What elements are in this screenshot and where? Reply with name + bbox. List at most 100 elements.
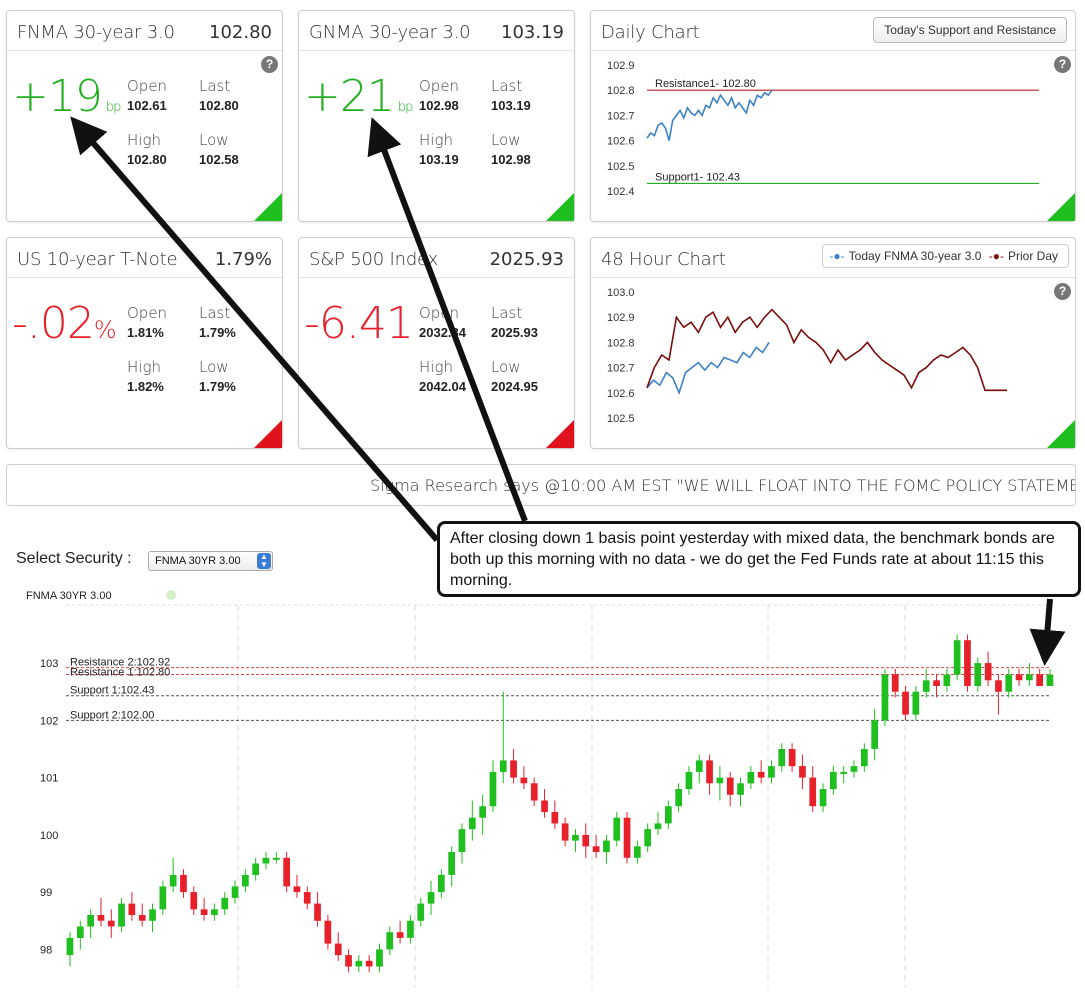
card-title: GNMA 30-year 3.0 [309,22,471,43]
candle-body [623,817,631,858]
change-value: +21 bp [304,71,413,122]
change-value: -.02% [12,298,117,349]
security-select[interactable]: FNMA 30YR 3.00 ▲ ▼ [148,551,273,571]
support-resistance-button[interactable]: Today's Support and Resistance [873,17,1067,43]
candle-body [458,829,466,852]
help-icon[interactable]: ? [1054,56,1071,73]
candle-body [128,903,136,916]
candle-body [97,915,105,921]
card-value: 103.19 [501,22,564,43]
live-dot-icon [166,590,176,600]
candle-body [530,783,538,801]
card-header: US 10-year T-Note 1.79% [7,238,282,278]
last-value: 103.19 [491,98,531,113]
candle-body [964,640,971,686]
series-line [646,341,770,396]
candle-body [77,926,84,938]
trend-up-indicator [1047,193,1075,221]
candle-body [386,932,394,950]
candle-body [551,812,559,824]
candle-body [716,777,724,784]
security-select-value: FNMA 30YR 3.00 [155,555,241,567]
open-label: Open [419,304,460,322]
candle-body [644,829,651,847]
card-title: FNMA 30-year 3.0 [17,22,175,43]
series-line [646,308,1007,392]
y-tick-label: 98 [40,944,52,956]
card-fnma[interactable]: FNMA 30-year 3.0 102.80 ? +19 bp Open 102… [6,10,283,222]
candle-body [334,943,342,956]
trend-up-indicator [1047,420,1075,448]
open-value: 102.98 [419,98,459,113]
card-gnma[interactable]: GNMA 30-year 3.0 103.19 +21 bp Open 102.9… [298,10,575,222]
high-label: High [419,131,453,149]
candle-body [149,909,156,921]
candle-body [665,806,672,824]
candle-body [242,874,249,887]
low-label: Low [199,131,229,149]
support-1-line-label: Support 1:102.43 [70,685,154,697]
candle-body [221,897,229,910]
candle-body [107,920,115,927]
help-icon[interactable]: ? [1054,283,1071,300]
panel-header: 48 Hour Chart -●- Today FNMA 30-year 3.0 … [591,238,1075,278]
candle-body [984,663,992,681]
candle-body [726,777,734,795]
open-label: Open [127,304,168,322]
help-icon[interactable]: ? [261,56,278,73]
candle-body [541,800,548,812]
series-label: FNMA 30YR 3.00 [26,590,112,602]
high-label: High [127,358,161,376]
y-tick-label: 101 [40,773,58,785]
low-label: Low [199,358,229,376]
chart-legend: -●- Today FNMA 30-year 3.0 -●- Prior Day [822,244,1069,268]
y-tick-label: 102.9 [607,312,635,324]
candle-body [169,874,177,887]
y-tick-label: 102.4 [607,186,635,198]
card-sp500[interactable]: S&P 500 Index 2025.93 -6.41 Open 2032.84… [298,237,575,449]
candle-body [592,846,600,852]
candle-body [654,823,662,830]
card-header: S&P 500 Index 2025.93 [299,238,574,278]
last-label: Last [199,77,231,95]
candle-body [252,863,259,875]
candle-body [706,760,713,784]
candle-body [861,749,868,767]
y-tick-label: 99 [40,887,52,899]
y-tick-label: 102.9 [607,60,635,72]
card-title: US 10-year T-Note [17,249,178,270]
series-line [646,89,773,141]
candle-body [499,760,507,772]
card-tnote[interactable]: US 10-year T-Note 1.79% -.02% Open 1.81%… [6,237,283,449]
low-label: Low [491,131,521,149]
select-arrows-icon: ▲ ▼ [257,553,271,569]
candle-body [159,886,167,910]
daily-chart-panel: Daily Chart Today's Support and Resistan… [590,10,1076,222]
candle-body [283,857,290,887]
candle-body [489,771,497,807]
candle-body [613,817,621,841]
candle-body [778,749,786,767]
last-label: Last [491,304,523,322]
last-label: Last [491,77,523,95]
candle-body [974,663,982,686]
last-value: 102.80 [199,98,239,113]
candle-body [788,749,796,767]
high-value: 1.82% [127,379,164,394]
candle-body [87,915,94,927]
support-line-label: Support1- 102.43 [655,171,740,183]
candle-body [190,892,198,910]
trend-down-indicator [254,420,282,448]
commentary-ticker: Sigma Research says @10:00 AM EST "WE WI… [6,464,1076,506]
high-value: 103.19 [419,152,459,167]
candle-body [582,834,590,847]
legend-prior-label: Prior Day [1007,249,1058,263]
annotation-callout: After closing down 1 basis point yesterd… [437,521,1081,597]
y-tick-label: 100 [40,830,58,842]
candle-body [66,937,74,956]
candle-body [561,823,569,841]
last-label: Last [199,304,231,322]
open-value: 1.81% [127,325,164,340]
last-value: 2025.93 [491,325,538,340]
candle-body [995,680,1002,692]
